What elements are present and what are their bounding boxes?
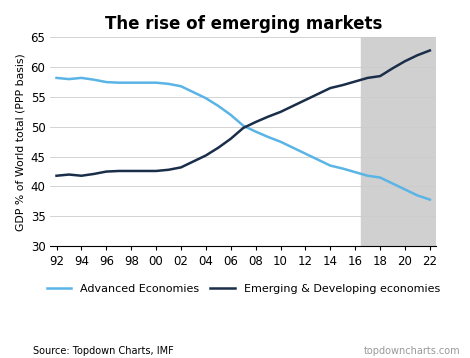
Emerging & Developing economies [390, 66, 395, 71]
Advanced Economies [427, 198, 433, 202]
Text: Source: Topdown Charts, IMF: Source: Topdown Charts, IMF [33, 346, 173, 356]
Y-axis label: GDP % of World total (PPP basis): GDP % of World total (PPP basis) [15, 53, 25, 231]
Advanced Economies [103, 80, 109, 84]
Emerging & Developing economies [377, 74, 383, 78]
Emerging & Developing economies [166, 168, 172, 172]
Advanced Economies [290, 146, 296, 150]
Advanced Economies [66, 77, 72, 81]
Advanced Economies [54, 76, 59, 80]
Emerging & Developing economies [66, 173, 72, 177]
Emerging & Developing economies [402, 59, 408, 63]
Advanced Economies [390, 182, 395, 186]
Text: topdowncharts.com: topdowncharts.com [364, 346, 461, 356]
Emerging & Developing economies [303, 98, 308, 102]
Advanced Economies [191, 90, 196, 95]
Emerging & Developing economies [103, 169, 109, 174]
Emerging & Developing economies [427, 48, 433, 53]
Advanced Economies [328, 164, 333, 168]
Advanced Economies [153, 81, 159, 85]
Legend: Advanced Economies, Emerging & Developing economies: Advanced Economies, Emerging & Developin… [42, 279, 444, 299]
Advanced Economies [352, 170, 358, 174]
Emerging & Developing economies [253, 120, 258, 124]
Emerging & Developing economies [278, 110, 283, 114]
Bar [361, 37, 436, 246]
Emerging & Developing economies [315, 92, 321, 96]
Advanced Economies [315, 158, 321, 162]
Advanced Economies [78, 76, 84, 80]
Title: The rise of emerging markets: The rise of emerging markets [104, 15, 382, 33]
Advanced Economies [128, 81, 134, 85]
Emerging & Developing economies [228, 137, 234, 141]
Emerging & Developing economies [290, 104, 296, 108]
Emerging & Developing economies [415, 53, 420, 57]
Emerging & Developing economies [116, 169, 122, 173]
Emerging & Developing economies [54, 174, 59, 178]
Advanced Economies [365, 174, 370, 178]
Emerging & Developing economies [203, 153, 209, 158]
Emerging & Developing economies [265, 115, 271, 119]
Emerging & Developing economies [340, 83, 345, 87]
Advanced Economies [141, 81, 147, 85]
Advanced Economies [166, 82, 172, 86]
Advanced Economies [91, 78, 97, 82]
Advanced Economies [415, 193, 420, 198]
Emerging & Developing economies [153, 169, 159, 173]
Advanced Economies [203, 96, 209, 100]
Emerging & Developing economies [352, 79, 358, 84]
Line: Advanced Economies: Advanced Economies [56, 78, 430, 200]
Advanced Economies [278, 140, 283, 144]
Advanced Economies [265, 135, 271, 139]
Emerging & Developing economies [191, 159, 196, 164]
Advanced Economies [228, 113, 234, 117]
Advanced Economies [178, 84, 184, 88]
Emerging & Developing economies [78, 174, 84, 178]
Emerging & Developing economies [91, 172, 97, 176]
Advanced Economies [340, 166, 345, 171]
Advanced Economies [240, 124, 246, 128]
Advanced Economies [215, 104, 221, 108]
Line: Emerging & Developing economies: Emerging & Developing economies [56, 50, 430, 176]
Emerging & Developing economies [141, 169, 147, 173]
Emerging & Developing economies [178, 165, 184, 170]
Emerging & Developing economies [328, 86, 333, 90]
Advanced Economies [377, 175, 383, 180]
Advanced Economies [253, 130, 258, 134]
Advanced Economies [402, 187, 408, 192]
Advanced Economies [116, 81, 122, 85]
Advanced Economies [303, 151, 308, 156]
Emerging & Developing economies [365, 76, 370, 80]
Emerging & Developing economies [215, 146, 221, 150]
Emerging & Developing economies [240, 126, 246, 130]
Emerging & Developing economies [128, 169, 134, 173]
